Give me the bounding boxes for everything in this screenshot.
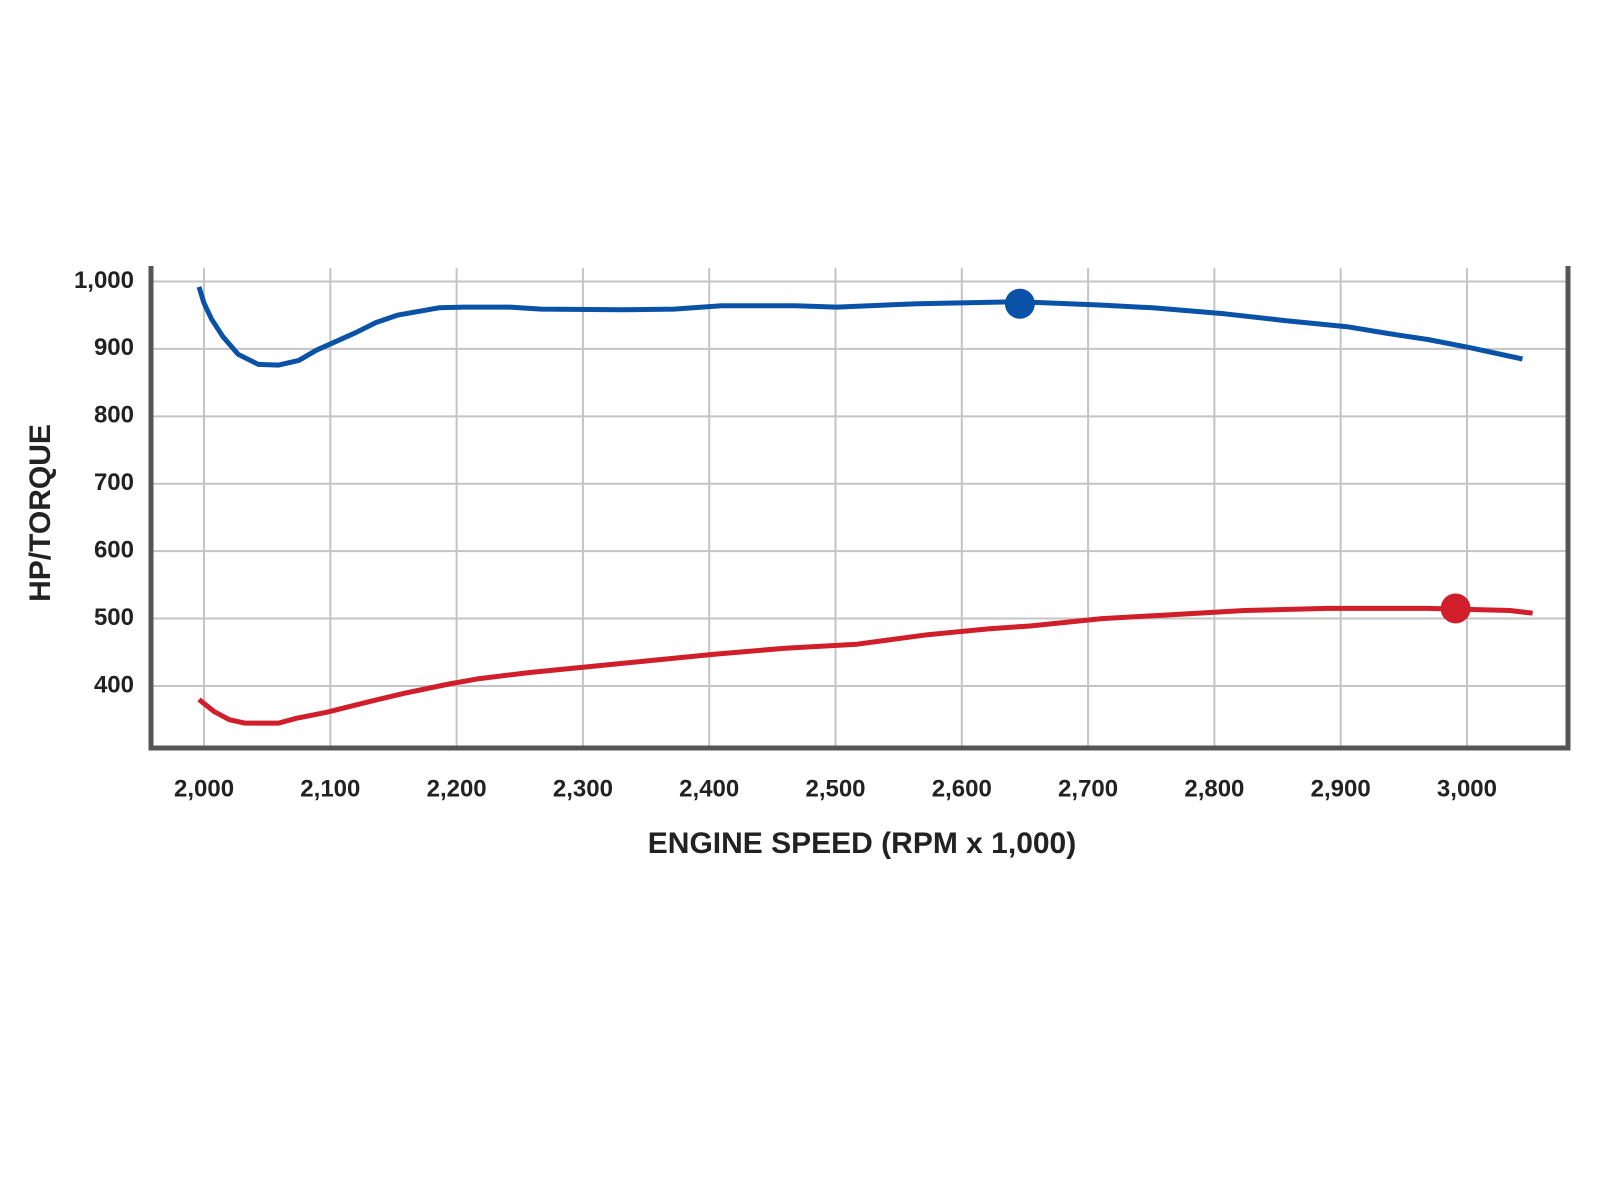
y-tick-label: 500 xyxy=(94,604,134,631)
axis-frame xyxy=(148,266,1571,751)
y-tick-label: 700 xyxy=(94,469,134,496)
x-tick-label: 3,000 xyxy=(1437,775,1497,802)
data-line xyxy=(196,286,1524,368)
x-tick-label: 2,100 xyxy=(300,775,360,802)
x-tick-label: 2,400 xyxy=(679,775,739,802)
y-tick-label: 800 xyxy=(94,402,134,429)
data-line xyxy=(197,605,1533,726)
x-axis-title: ENGINE SPEED (RPM x 1,000) xyxy=(648,827,1076,860)
peak-marker xyxy=(1004,288,1035,319)
x-tick-label: 2,300 xyxy=(553,775,613,802)
y-axis-title: HP/TORQUE xyxy=(24,424,57,602)
y-tick-label: 600 xyxy=(94,536,134,563)
x-tick-label: 2,900 xyxy=(1311,775,1371,802)
x-tick-label: 2,200 xyxy=(427,775,487,802)
x-tick-label: 2,700 xyxy=(1058,775,1118,802)
x-tick-label: 2,500 xyxy=(805,775,865,802)
x-tick-label: 2,000 xyxy=(174,775,234,802)
y-tick-label: 400 xyxy=(94,671,134,698)
x-tick-label: 2,600 xyxy=(932,775,992,802)
y-tick-label: 1,000 xyxy=(74,267,134,294)
y-tick-label: 900 xyxy=(94,334,134,361)
peak-marker xyxy=(1440,593,1471,624)
x-tick-label: 2,800 xyxy=(1184,775,1244,802)
